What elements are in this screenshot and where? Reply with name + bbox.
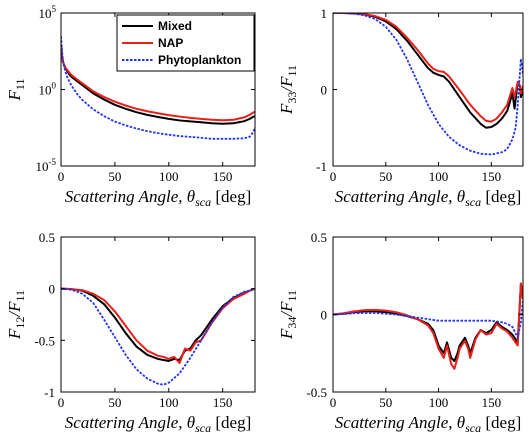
f34-series-group <box>333 282 523 370</box>
f11-xtick-label: 150 <box>213 169 233 184</box>
f11-ytick-label: 10-5 <box>36 157 57 174</box>
f33-series-line-nap <box>333 13 523 123</box>
f11-x-axis-label: Scattering Angle, θsca [deg] <box>65 187 251 209</box>
f33-ytick-label: 1 <box>321 6 328 21</box>
f11-ytick-label: 105 <box>39 4 57 21</box>
f11-y-axis-label: F11 <box>5 79 27 102</box>
legend-label-phytoplankton: Phytoplankton <box>158 53 241 67</box>
f34-series-line-mixed <box>333 282 523 362</box>
f34-ytick-label: -0.5 <box>306 385 327 400</box>
f12-xtick-label: 100 <box>159 395 179 410</box>
f12-ytick-label: -0.5 <box>34 333 55 348</box>
f12-series-group <box>61 287 255 386</box>
f11-xtick-label: 0 <box>58 169 65 184</box>
f33-xtick-label: 50 <box>379 169 392 184</box>
legend-label-mixed: Mixed <box>158 19 192 33</box>
f12-ytick-label: 0.5 <box>39 230 55 245</box>
f11-ytick-label: 100 <box>39 81 57 98</box>
f34-series-line-nap <box>333 282 523 370</box>
f34-ytick-label: 0 <box>321 308 328 323</box>
f33-x-axis-label: Scattering Angle, θsca [deg] <box>335 187 521 209</box>
f12-xtick-label: 150 <box>213 395 233 410</box>
f12-series-line-mixed <box>61 287 255 362</box>
f12-x-axis-label: Scattering Angle, θsca [deg] <box>65 413 251 435</box>
f12-xtick-label: 0 <box>58 395 65 410</box>
f34-axes-frame <box>332 236 524 393</box>
f11-series-group <box>61 36 255 140</box>
legend-label-nap: NAP <box>158 36 183 50</box>
f33-series-group <box>333 13 523 156</box>
f33-xtick-label: 100 <box>429 169 449 184</box>
f34-xtick-label: 100 <box>429 395 449 410</box>
f12-axes-frame <box>60 236 256 393</box>
legend: Mixed NAP Phytoplankton <box>116 14 255 72</box>
f12-series-line-phytoplankton <box>61 287 255 386</box>
f33-series-line-mixed <box>333 13 523 129</box>
f12-series-line-nap <box>61 287 255 365</box>
f33-series-line-phytoplankton <box>333 13 523 156</box>
f33-axes-frame <box>332 12 524 167</box>
f12-xtick-label: 50 <box>108 395 121 410</box>
f34-series-line-phytoplankton <box>333 298 523 339</box>
f34-y-axis-label: F34/F11 <box>277 290 299 340</box>
f33-xtick-label: 0 <box>330 169 337 184</box>
f12-y-axis-label: F12/F11 <box>5 290 27 340</box>
f33-y-axis-label: F33/F11 <box>277 65 299 115</box>
panel-f12: 0 50 100 150 -1 -0.5 0 0.5 Scattering Angle, θsc… <box>5 230 256 435</box>
f11-xtick-label: 100 <box>159 169 179 184</box>
f12-ytick-label: 0 <box>49 282 56 297</box>
f34-xtick-label: 150 <box>482 395 502 410</box>
f33-ytick-label: -1 <box>316 159 327 174</box>
f33-ytick-label: 0 <box>321 83 328 98</box>
f34-ytick-label: 0.5 <box>311 230 327 245</box>
f12-ytick-label: -1 <box>44 385 55 400</box>
f11-series-line-nap <box>61 45 255 122</box>
f34-x-axis-label: Scattering Angle, θsca [deg] <box>335 413 521 435</box>
f34-xtick-label: 50 <box>379 395 392 410</box>
f34-xtick-label: 0 <box>330 395 337 410</box>
panel-f11: 0 50 100 150 10-5 100 105 Scattering Angle, θsc… <box>5 4 256 209</box>
f33-xtick-label: 150 <box>482 169 502 184</box>
f11-series-line-phytoplankton <box>61 36 255 140</box>
f11-xtick-label: 50 <box>108 169 121 184</box>
